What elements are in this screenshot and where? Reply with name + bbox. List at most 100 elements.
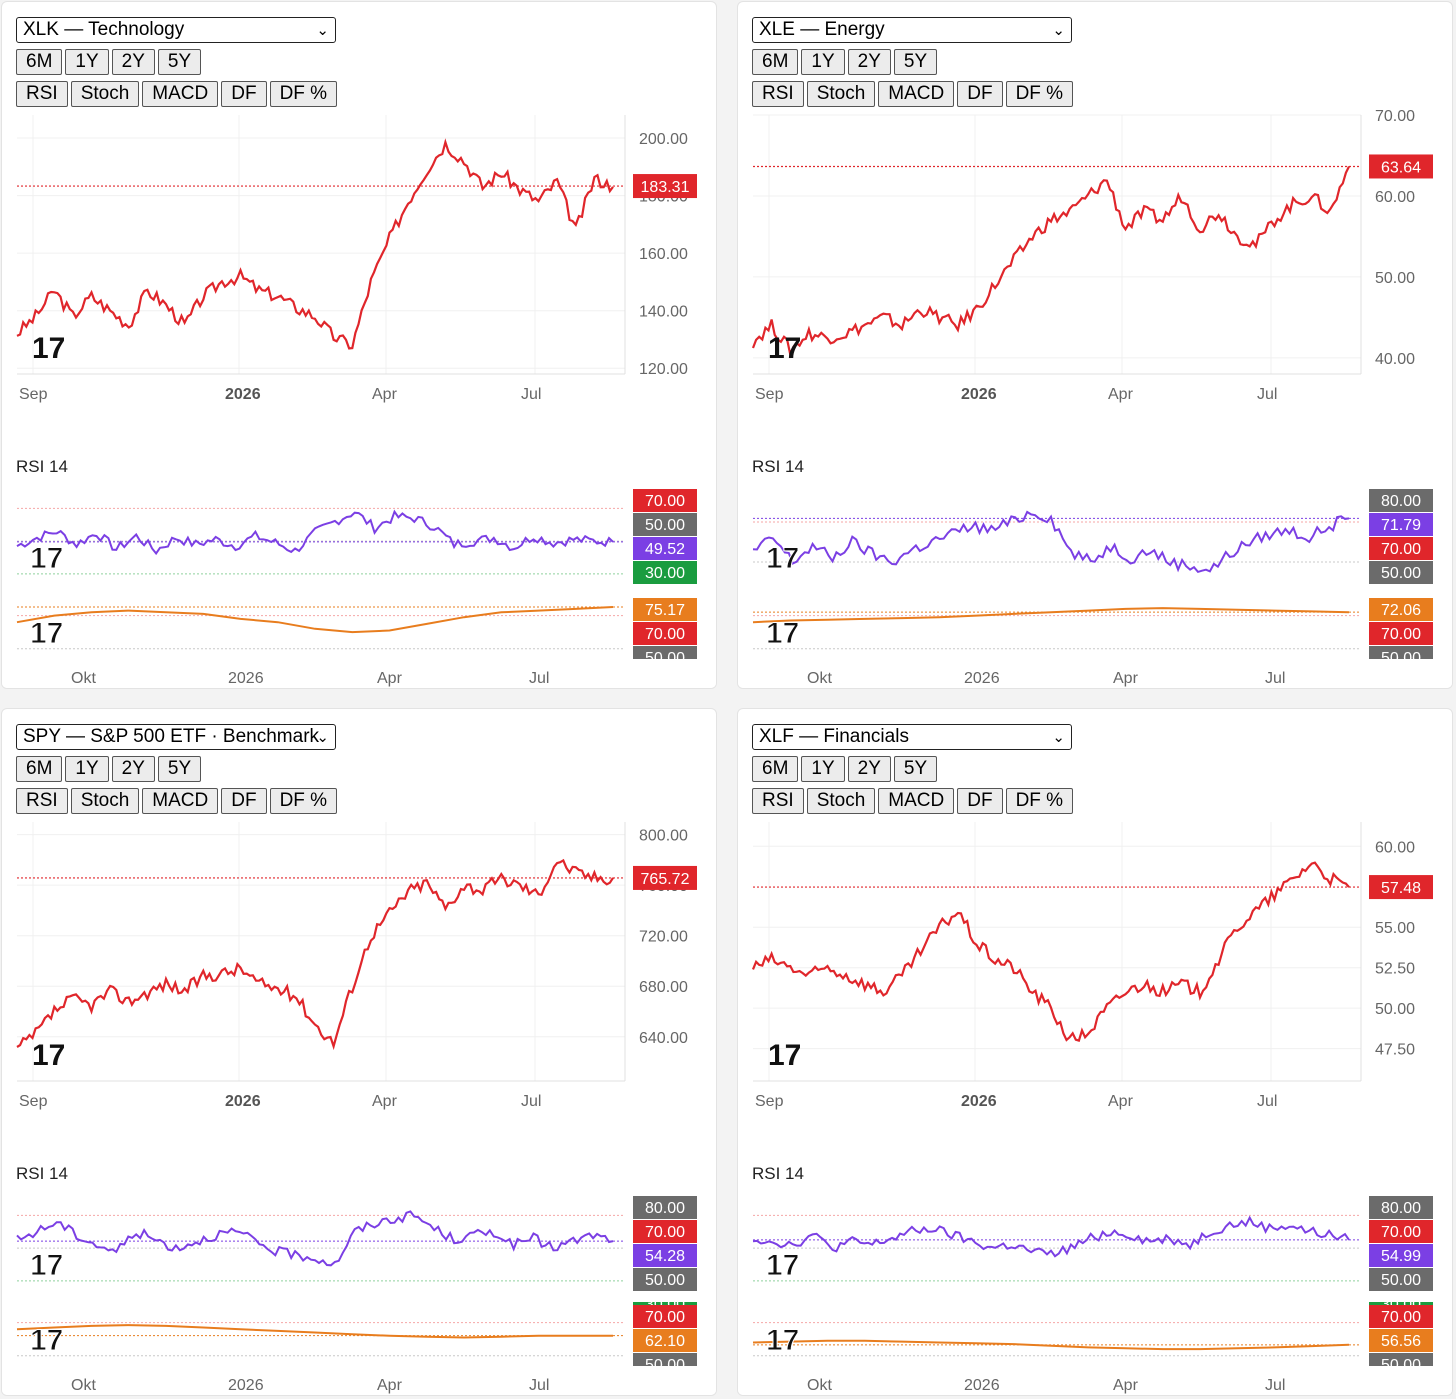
indicator-button-rsi[interactable]: RSI bbox=[752, 81, 804, 107]
indicator-button-df[interactable]: DF % bbox=[1005, 788, 1074, 814]
df-series-line bbox=[16, 1324, 614, 1339]
rsi-value-tag: 80.00 bbox=[633, 1196, 697, 1219]
ticker-select[interactable]: SPY — S&P 500 ETF · Benchmark ⌄ bbox=[16, 724, 336, 750]
indicator-button-macd[interactable]: MACD bbox=[142, 81, 219, 107]
rsi-label: RSI 14 bbox=[752, 457, 804, 476]
price-tag-text: 63.64 bbox=[1381, 159, 1421, 176]
rsi-value-tag: 54.28 bbox=[633, 1244, 697, 1267]
indicator-button-stoch[interactable]: Stoch bbox=[806, 788, 876, 814]
df-x-tick-label: 2026 bbox=[964, 670, 1000, 687]
indicator-button-macd[interactable]: MACD bbox=[142, 788, 219, 814]
indicator-button-rsi[interactable]: RSI bbox=[752, 788, 804, 814]
df-value-tag: 72.06 bbox=[1369, 598, 1433, 621]
df-value-tag: 62.10 bbox=[633, 1329, 697, 1352]
price-tag: 765.72 bbox=[633, 865, 697, 890]
df-x-tick-label: Apr bbox=[377, 1377, 403, 1394]
range-button-5y[interactable]: 5Y bbox=[157, 756, 202, 782]
tradingview-logo: 17 bbox=[766, 1249, 799, 1282]
y-tick-label: 160.00 bbox=[639, 246, 688, 263]
range-button-1y[interactable]: 1Y bbox=[65, 49, 109, 75]
df-value-tag-text: 70.00 bbox=[645, 626, 685, 643]
ticker-select-value: SPY — S&P 500 ETF · Benchmark bbox=[23, 726, 320, 747]
indicator-buttons: RSI Stoch MACD DF DF % bbox=[16, 788, 338, 814]
df-value-tag-text: 70.00 bbox=[1381, 1309, 1421, 1326]
tradingview-logo: 17 bbox=[766, 1324, 799, 1357]
indicator-button-rsi[interactable]: RSI bbox=[16, 788, 68, 814]
indicator-buttons: RSI Stoch MACD DF DF % bbox=[752, 788, 1074, 814]
rsi-value-tag-text: 70.00 bbox=[645, 493, 685, 510]
rsi-value-tag: 50.00 bbox=[633, 513, 697, 536]
indicator-button-stoch[interactable]: Stoch bbox=[70, 788, 140, 814]
pane-separator bbox=[2, 1292, 716, 1302]
x-tick-label: Sep bbox=[755, 386, 784, 403]
price-tag: 183.31 bbox=[633, 174, 697, 199]
range-button-5y[interactable]: 5Y bbox=[893, 756, 938, 782]
tradingview-logo: 17 bbox=[766, 542, 799, 575]
chevron-down-icon: ⌄ bbox=[316, 22, 329, 39]
indicator-button-df[interactable]: DF bbox=[957, 788, 1003, 814]
price-tag: 57.48 bbox=[1369, 875, 1433, 900]
range-button-6m[interactable]: 6M bbox=[16, 49, 63, 75]
x-axis-band bbox=[738, 659, 1452, 688]
range-button-1y[interactable]: 1Y bbox=[801, 756, 845, 782]
df-x-tick-label: Jul bbox=[529, 670, 549, 687]
indicator-button-macd[interactable]: MACD bbox=[878, 81, 955, 107]
rsi-series-line bbox=[16, 509, 614, 556]
pane-separator bbox=[2, 585, 716, 595]
range-buttons: 6M 1Y 2Y 5Y bbox=[752, 49, 938, 75]
range-button-2y[interactable]: 2Y bbox=[847, 756, 891, 782]
x-tick-label: 2026 bbox=[961, 1093, 997, 1110]
price-tag: 63.64 bbox=[1369, 154, 1433, 179]
range-button-5y[interactable]: 5Y bbox=[157, 49, 202, 75]
rsi-value-tag-text: 30.00 bbox=[645, 565, 685, 582]
range-button-6m[interactable]: 6M bbox=[752, 756, 799, 782]
df-value-tag-text: 70.00 bbox=[645, 1309, 685, 1326]
indicator-button-df[interactable]: DF % bbox=[269, 788, 338, 814]
rsi-series-line bbox=[16, 1210, 614, 1267]
ticker-select[interactable]: XLF — Financials ⌄ bbox=[752, 724, 1072, 750]
df-series-line bbox=[752, 607, 1350, 624]
range-button-1y[interactable]: 1Y bbox=[65, 756, 109, 782]
indicator-button-df[interactable]: DF bbox=[957, 81, 1003, 107]
tradingview-logo: 17 bbox=[30, 1324, 63, 1357]
df-value-tag: 70.00 bbox=[633, 622, 697, 645]
range-button-5y[interactable]: 5Y bbox=[893, 49, 938, 75]
tradingview-logo: 17 bbox=[30, 617, 63, 650]
range-button-2y[interactable]: 2Y bbox=[111, 756, 155, 782]
ticker-select[interactable]: XLK — Technology ⌄ bbox=[16, 17, 336, 43]
indicator-button-df[interactable]: DF % bbox=[269, 81, 338, 107]
range-button-2y[interactable]: 2Y bbox=[847, 49, 891, 75]
rsi-value-tag-text: 70.00 bbox=[1381, 1224, 1421, 1241]
indicator-button-rsi[interactable]: RSI bbox=[16, 81, 68, 107]
x-tick-label: Apr bbox=[1108, 386, 1134, 403]
indicator-button-macd[interactable]: MACD bbox=[878, 788, 955, 814]
indicator-button-df[interactable]: DF bbox=[221, 81, 267, 107]
x-tick-label: 2026 bbox=[225, 386, 261, 403]
tradingview-logo: 17 bbox=[768, 332, 801, 365]
x-tick-label: Sep bbox=[755, 1093, 784, 1110]
y-tick-label: 800.00 bbox=[639, 828, 688, 845]
ticker-select-value: XLF — Financials bbox=[759, 726, 909, 747]
range-button-1y[interactable]: 1Y bbox=[801, 49, 845, 75]
indicator-button-df[interactable]: DF % bbox=[1005, 81, 1074, 107]
range-button-6m[interactable]: 6M bbox=[752, 49, 799, 75]
price-chart: 640.00680.00720.00760.00800.00Sep2026Apr… bbox=[2, 822, 716, 1395]
range-button-6m[interactable]: 6M bbox=[16, 756, 63, 782]
rsi-value-tag-text: 50.00 bbox=[1381, 565, 1421, 582]
indicator-button-df[interactable]: DF bbox=[221, 788, 267, 814]
indicator-button-stoch[interactable]: Stoch bbox=[70, 81, 140, 107]
ticker-select-value: XLE — Energy bbox=[759, 19, 885, 40]
price-chart: 40.00 50.00 60.00 70.00 Sep 2026 Apr Jul 63.64 17… bbox=[738, 108, 1452, 688]
df-value-tag: 70.00 bbox=[633, 1305, 697, 1328]
x-tick-label: Sep bbox=[19, 1093, 48, 1110]
df-x-tick-label: Okt bbox=[807, 1377, 832, 1394]
indicator-button-stoch[interactable]: Stoch bbox=[806, 81, 876, 107]
rsi-value-tag-text: 50.00 bbox=[645, 517, 685, 534]
rsi-value-tag-text: 49.52 bbox=[645, 541, 685, 558]
range-button-2y[interactable]: 2Y bbox=[111, 49, 155, 75]
df-series-line bbox=[16, 606, 614, 634]
pane-separator bbox=[738, 585, 1452, 595]
rsi-value-tag-text: 71.79 bbox=[1381, 517, 1421, 534]
ticker-select[interactable]: XLE — Energy ⌄ bbox=[752, 17, 1072, 43]
df-x-tick-label: 2026 bbox=[964, 1377, 1000, 1394]
